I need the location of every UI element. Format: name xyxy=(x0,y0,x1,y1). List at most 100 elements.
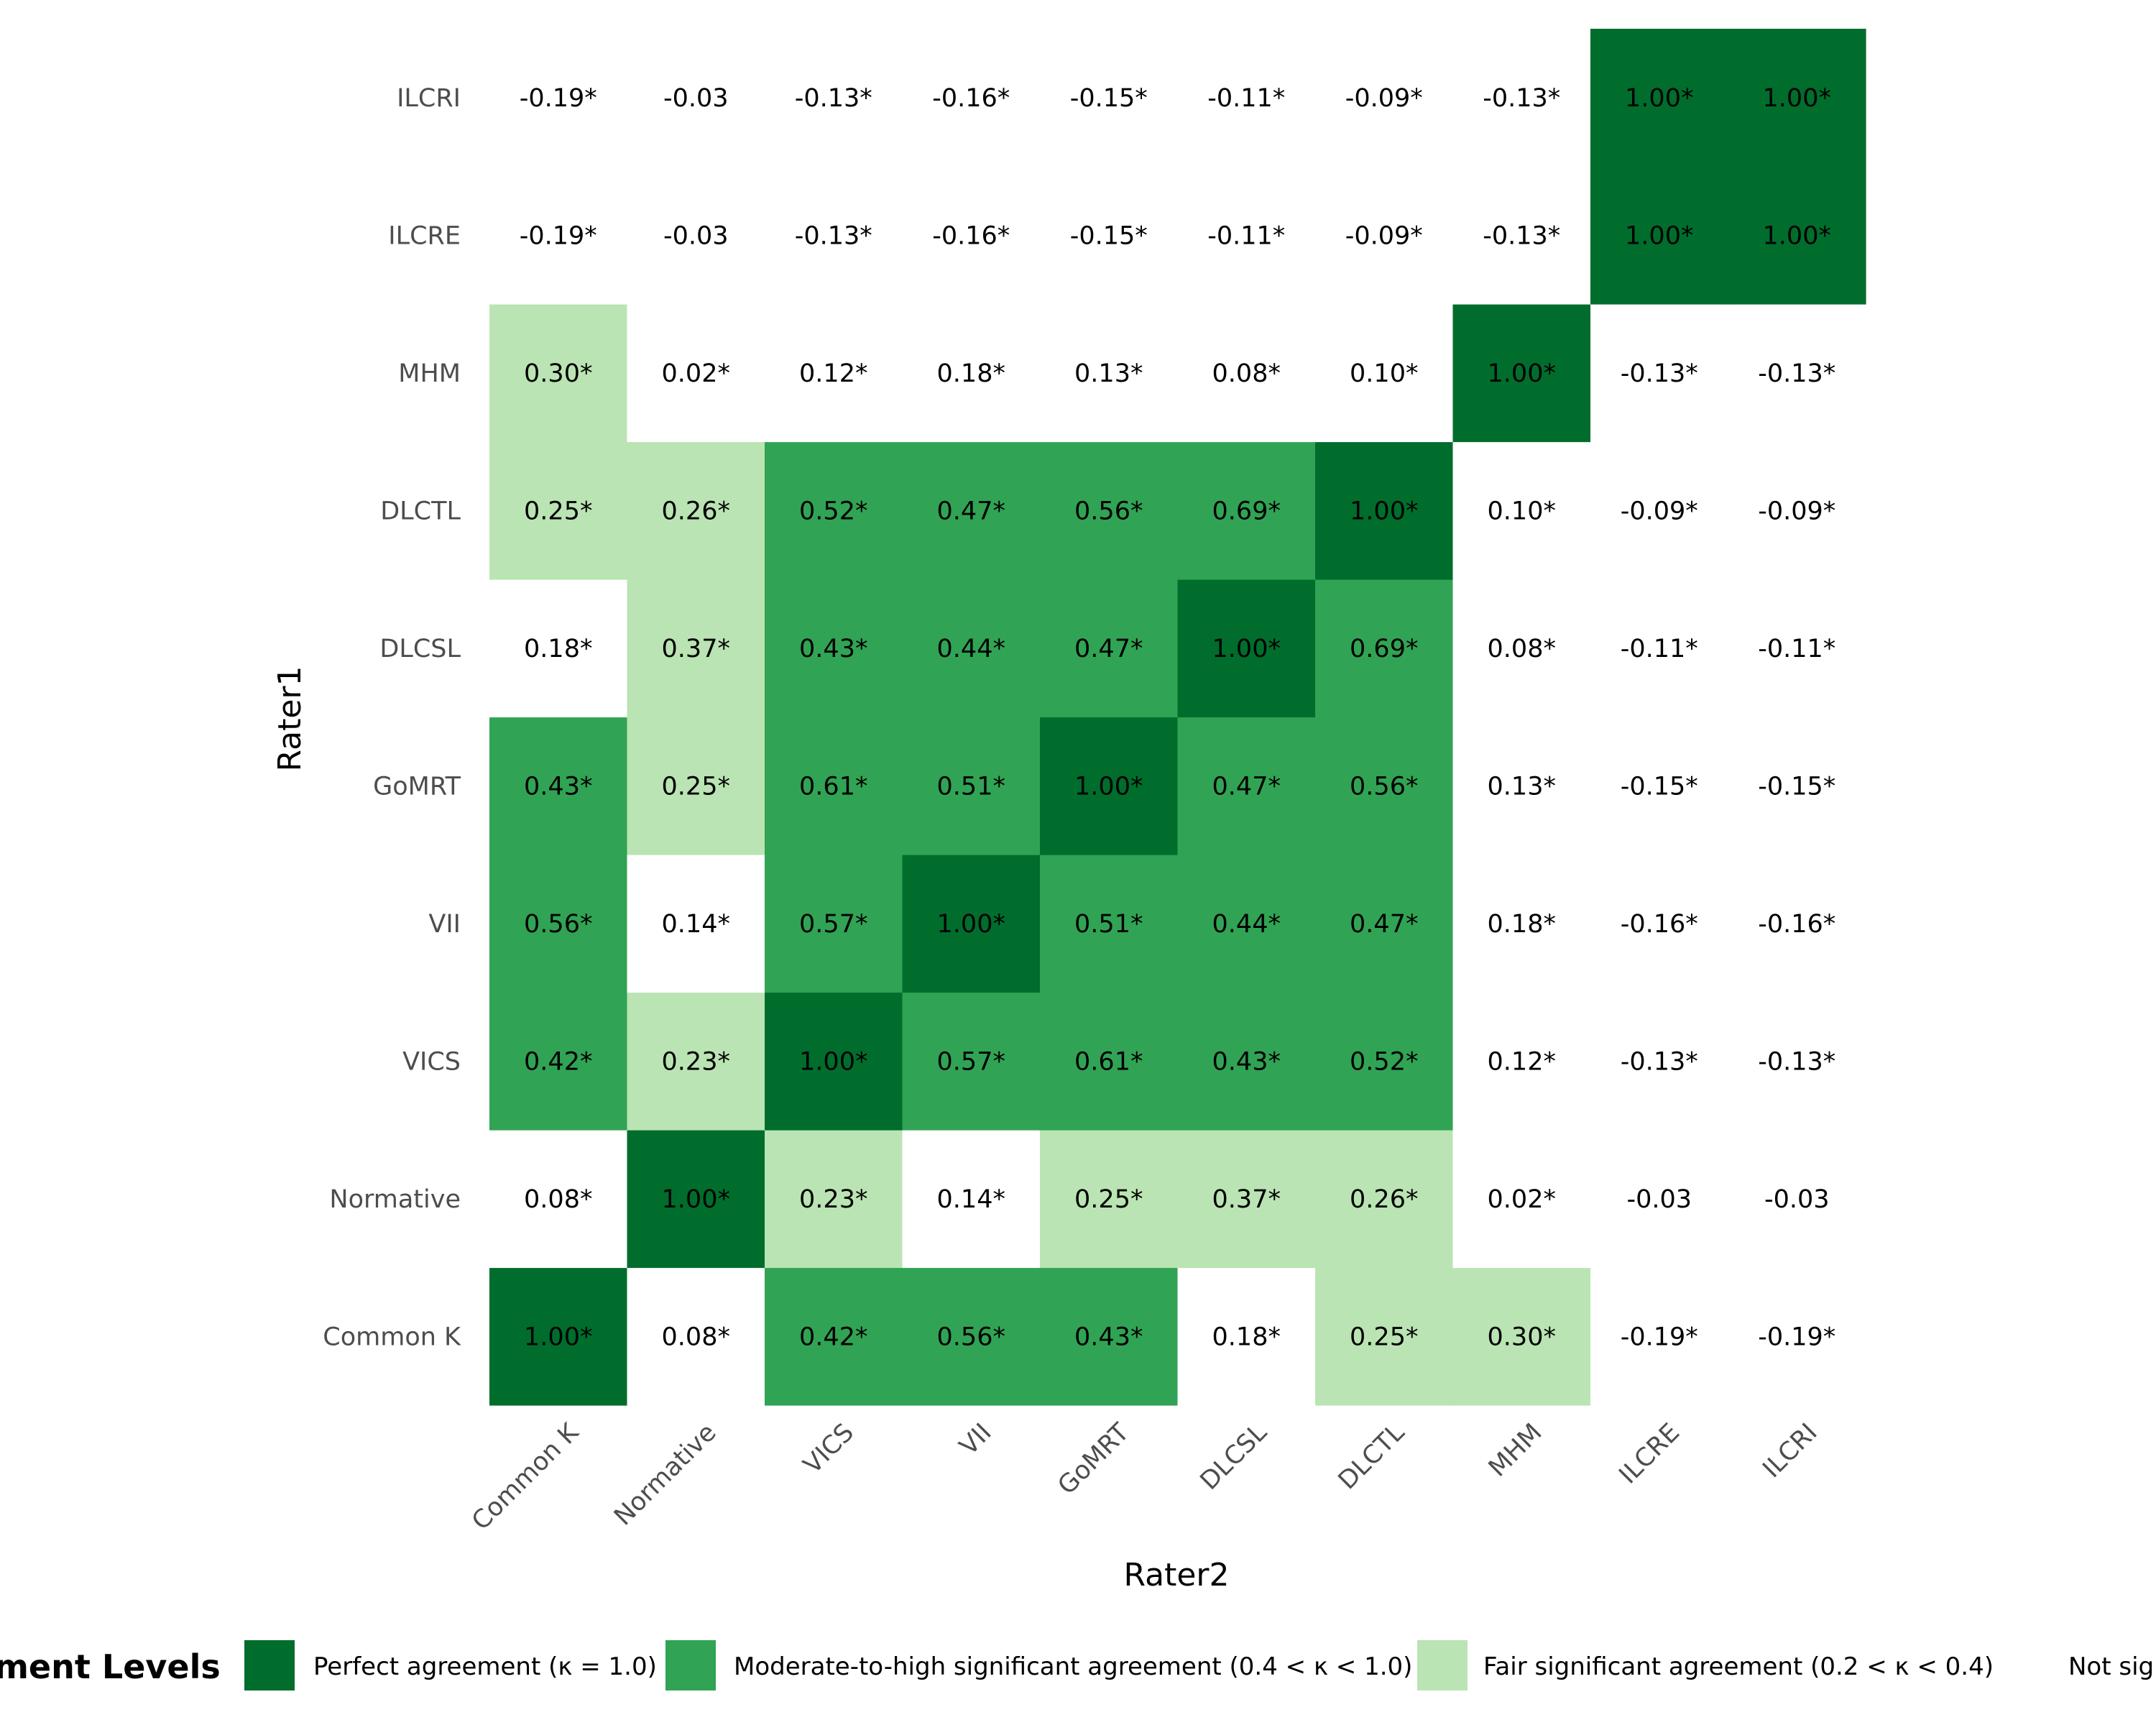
x-tick-label: VICS xyxy=(798,1418,860,1480)
cell-label: 0.14* xyxy=(937,1185,1005,1214)
cell-label: 0.18* xyxy=(1488,910,1556,939)
heatmap-cell-dlctl-ilcre xyxy=(1590,441,1729,580)
cell-label: 0.23* xyxy=(662,1047,730,1076)
legend-label: Moderate-to-high significant agreement (… xyxy=(734,1652,1412,1681)
cell-value-labels: 1.00* 0.08* 0.42* 0.56* 0.43* 0.18* 0.25* 0.30*… xyxy=(520,84,1836,1352)
heatmap-cell-common-k-normative xyxy=(627,1267,765,1406)
heatmap-cell-dlctl-vii xyxy=(902,441,1041,580)
heatmap-cell-vics-gomrt xyxy=(1040,992,1179,1131)
heatmap-cell-ilcre-mhm xyxy=(1452,166,1591,305)
heatmap-cell-dlcsl-ilcri xyxy=(1728,579,1866,718)
heatmap-cell-vics-vics xyxy=(765,992,903,1131)
heatmap-cell-mhm-ilcre xyxy=(1590,304,1729,443)
heatmap-cell-common-k-common-k xyxy=(489,1267,628,1406)
cell-label: 0.18* xyxy=(1212,1322,1281,1351)
cell-label: -0.13* xyxy=(795,221,872,250)
cell-label: -0.03 xyxy=(1764,1185,1830,1214)
heatmap-cell-common-k-mhm xyxy=(1452,1267,1591,1406)
cell-label: 0.43* xyxy=(799,635,867,663)
heatmap-cell-gomrt-dlctl xyxy=(1315,717,1454,855)
heatmap-cell-gomrt-vii xyxy=(902,717,1041,855)
cell-label: 0.02* xyxy=(662,359,730,388)
cell-label: -0.16* xyxy=(932,221,1010,250)
cell-label: -0.03 xyxy=(663,84,729,113)
cell-label: 0.56* xyxy=(1074,497,1143,525)
heatmap-cell-vii-mhm xyxy=(1452,855,1591,993)
heatmap-cell-vics-mhm xyxy=(1452,992,1591,1131)
cell-label: -0.09* xyxy=(1621,497,1698,525)
cell-label: 0.61* xyxy=(1074,1047,1143,1076)
cell-label: 0.37* xyxy=(1212,1185,1281,1214)
heatmap-cell-ilcri-normative xyxy=(627,29,765,167)
y-tick-label: VII xyxy=(428,910,461,939)
x-tick-label: MHM xyxy=(1483,1418,1548,1483)
cell-label: 0.12* xyxy=(799,359,867,388)
cell-label: 0.25* xyxy=(1074,1185,1143,1214)
cell-label: 0.18* xyxy=(937,359,1005,388)
legend-key xyxy=(665,1640,716,1690)
heatmap-cell-dlctl-common-k xyxy=(489,441,628,580)
cell-label: -0.13* xyxy=(1621,359,1698,388)
cell-label: 0.56* xyxy=(1350,772,1418,801)
heatmap-cell-normative-vics xyxy=(765,1130,903,1269)
legend-key xyxy=(2012,1640,2063,1690)
y-tick-label: ILCRI xyxy=(397,84,461,113)
heatmap-cell-ilcre-vics xyxy=(765,166,903,305)
heatmap-cell-dlctl-ilcri xyxy=(1728,441,1866,580)
heatmap-cell-dlcsl-common-k xyxy=(489,579,628,718)
cell-label: -0.13* xyxy=(795,84,872,113)
cell-label: 0.26* xyxy=(1350,1185,1418,1214)
heatmap-cell-ilcre-dlctl xyxy=(1315,166,1454,305)
cell-label: 1.00* xyxy=(1350,497,1418,525)
cell-label: -0.15* xyxy=(1621,772,1698,801)
heatmap-cell-dlcsl-mhm xyxy=(1452,579,1591,718)
cell-label: 0.51* xyxy=(1074,910,1143,939)
heatmap-cell-vii-vii xyxy=(902,855,1041,993)
cell-label: 0.18* xyxy=(524,635,592,663)
heatmap-cell-dlcsl-gomrt xyxy=(1040,579,1179,718)
heatmap-cell-gomrt-dlcsl xyxy=(1177,717,1316,855)
heatmap-cells xyxy=(489,29,1866,1406)
heatmap-cell-dlctl-dlcsl xyxy=(1177,441,1316,580)
heatmap-cell-ilcre-gomrt xyxy=(1040,166,1179,305)
cell-label: 0.23* xyxy=(799,1185,867,1214)
cell-label: 0.26* xyxy=(662,497,730,525)
x-tick-label: ILCRI xyxy=(1757,1418,1823,1484)
heatmap-cell-normative-dlcsl xyxy=(1177,1130,1316,1269)
cell-label: -0.13* xyxy=(1758,359,1835,388)
cell-label: 0.44* xyxy=(1212,910,1281,939)
cell-label: 0.52* xyxy=(1350,1047,1418,1076)
heatmap-cell-ilcri-vics xyxy=(765,29,903,167)
heatmap-cell-vics-vii xyxy=(902,992,1041,1131)
cell-label: 0.43* xyxy=(524,772,592,801)
cell-label: 1.00* xyxy=(799,1047,867,1076)
cell-label: 0.42* xyxy=(524,1047,592,1076)
y-axis-title: Rater1 xyxy=(272,666,308,772)
cell-label: 0.08* xyxy=(1212,359,1281,388)
cell-label: 0.25* xyxy=(524,497,592,525)
heatmap-cell-vics-ilcre xyxy=(1590,992,1729,1131)
heatmap-cell-ilcre-dlcsl xyxy=(1177,166,1316,305)
cell-label: 1.00* xyxy=(937,910,1005,939)
heatmap-cell-normative-vii xyxy=(902,1130,1041,1269)
cell-label: 0.37* xyxy=(662,635,730,663)
heatmap-cell-ilcre-vii xyxy=(902,166,1041,305)
cell-label: 0.30* xyxy=(1488,1322,1556,1351)
heatmap-cell-vii-dlcsl xyxy=(1177,855,1316,993)
heatmap-cell-normative-ilcri xyxy=(1728,1130,1866,1269)
cell-label: -0.13* xyxy=(1758,1047,1835,1076)
cell-label: 1.00* xyxy=(1763,84,1831,113)
heatmap-cell-mhm-dlcsl xyxy=(1177,304,1316,443)
legend-key xyxy=(1417,1640,1468,1690)
cell-label: 0.52* xyxy=(799,497,867,525)
cell-label: -0.09* xyxy=(1345,221,1423,250)
heatmap-cell-mhm-vii xyxy=(902,304,1041,443)
cell-label: 0.42* xyxy=(799,1322,867,1351)
heatmap-cell-dlctl-dlctl xyxy=(1315,441,1454,580)
cell-label: 0.57* xyxy=(799,910,867,939)
cell-label: -0.15* xyxy=(1070,221,1148,250)
heatmap-cell-vii-gomrt xyxy=(1040,855,1179,993)
cell-label: -0.03 xyxy=(1626,1185,1692,1214)
cell-label: -0.03 xyxy=(663,221,729,250)
heatmap-cell-common-k-ilcre xyxy=(1590,1267,1729,1406)
